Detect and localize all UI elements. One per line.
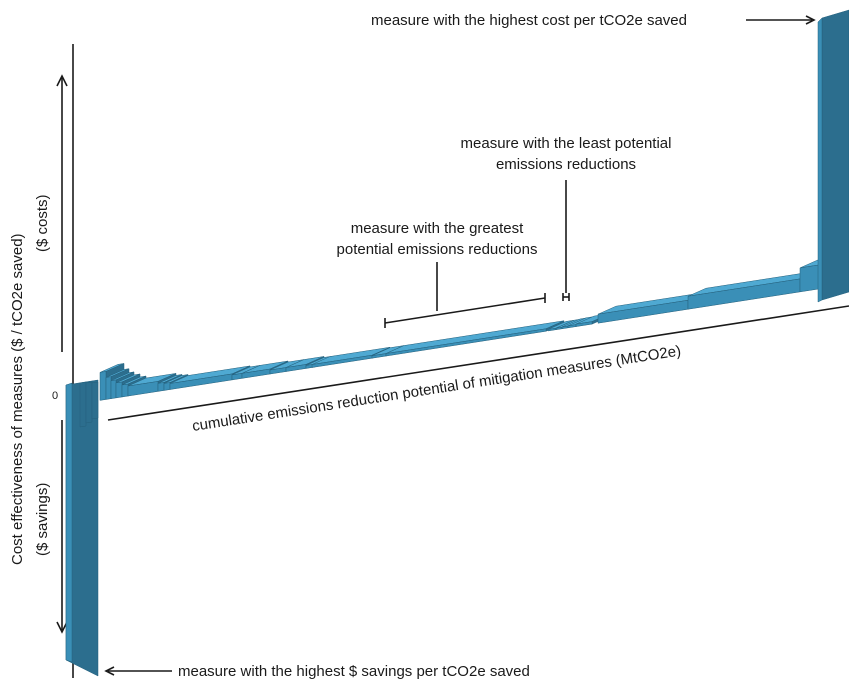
- savings-sliver-1: [85, 381, 93, 424]
- bar-front-2: [110, 379, 117, 399]
- x-axis-line: [107, 305, 849, 421]
- highest-cost-arrowhead: [805, 15, 816, 25]
- bar-top-16: [385, 320, 565, 354]
- bar-highest-savings-front: [65, 382, 73, 663]
- bar-front-6: [157, 382, 165, 392]
- annotation-least-potential-line2: emissions reductions: [496, 156, 636, 173]
- bar-front-0: [99, 371, 107, 401]
- bar-highest-cost-front: [817, 17, 823, 303]
- annotation-least-potential-line1: measure with the least potential: [461, 135, 672, 152]
- axis-lines: [56, 15, 849, 678]
- bar-front-7: [163, 382, 171, 391]
- highest-savings-arrowhead: [104, 666, 115, 676]
- savings-sliver-2: [91, 381, 99, 420]
- bar-front-4: [121, 383, 129, 398]
- bar-front-21: [575, 321, 593, 327]
- annotation-greatest-potential-line2: potential emissions reductions: [337, 241, 538, 258]
- y-axis-savings-label: ($ savings): [34, 483, 51, 556]
- bar-front-1: [105, 376, 112, 400]
- bar-front-3: [115, 381, 123, 399]
- annotation-highest-cost: measure with the highest cost per tCO2e …: [371, 12, 687, 29]
- costs-arrowhead: [56, 74, 68, 87]
- abatement-bars: [65, 9, 849, 677]
- zero-label: 0: [52, 390, 58, 402]
- annotation-highest-savings: measure with the highest $ savings per t…: [178, 663, 530, 680]
- bar-highest-cost-side: [821, 9, 849, 301]
- greatest-potential-bracket: [384, 297, 546, 324]
- y-axis-costs-label: ($ costs): [34, 194, 51, 252]
- y-axis-title: Cost effectiveness of measures ($ / tCO2…: [9, 233, 26, 565]
- x-axis-title: cumulative emissions reduction potential…: [191, 343, 682, 435]
- bar-front-16: [385, 328, 547, 357]
- savings-arrowhead: [56, 621, 68, 634]
- annotation-greatest-potential-line1: measure with the greatest: [351, 220, 524, 237]
- savings-sliver-0: [79, 381, 87, 428]
